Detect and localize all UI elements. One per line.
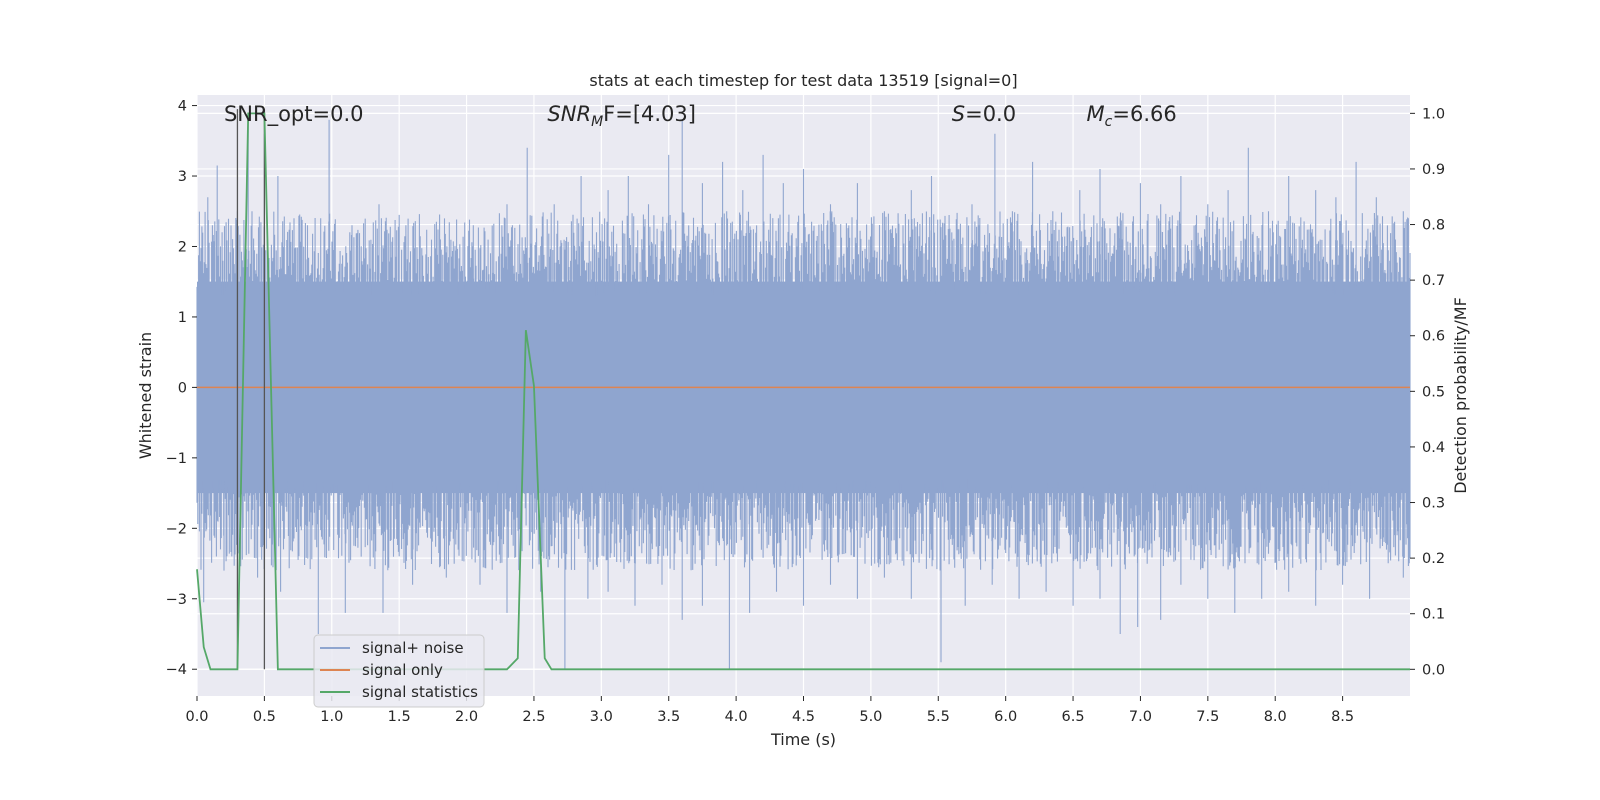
x-tick-label: 7.0 [1129,709,1152,725]
y2-tick-label: 0.8 [1422,218,1445,234]
x-tick-label: 4.0 [725,709,748,725]
y-tick-label: 1 [178,310,187,326]
y2-tick-label: 0.1 [1422,607,1445,623]
x-tick-label: 0.0 [185,709,208,725]
annotation-text: SNRMF=[4.03] [547,102,696,130]
y2-tick-label: 0.4 [1422,440,1445,456]
y2-axis-label: Detection probability/MF [1451,297,1470,494]
annotation-text: Mc=6.66 [1087,102,1177,130]
legend-label: signal+ noise [362,639,464,657]
x-tick-label: 3.0 [590,709,613,725]
x-tick-label: 5.0 [859,709,882,725]
x-tick-label: 1.5 [388,709,411,725]
y-tick-label: −2 [166,521,187,537]
legend-box [313,634,485,708]
x-tick-label: 6.5 [1062,709,1085,725]
legend-label: signal only [362,661,443,679]
x-tick-label: 8.5 [1331,709,1354,725]
x-tick-label: 3.5 [657,709,680,725]
y-tick-label: −1 [166,451,187,467]
y2-tick-label: 0.2 [1422,551,1445,567]
axes: 0.0 0.5 1.0 1.5 2.0 2.5 3.0 3.5 4.0 4.5 5.0 5.5 6.0 6… [166,99,1445,725]
y2-tick-label: 0.7 [1422,273,1445,289]
x-axis-label: Time (s) [770,730,836,749]
x-tick-label: 2.0 [455,709,478,725]
chart-title: stats at each timestep for test data 135… [589,71,1017,90]
x-tick-label: 7.5 [1196,709,1219,725]
y2-tick-label: 0.6 [1422,329,1445,345]
signal-statistics-line [196,112,1410,671]
annotation-text: S=0.0 [952,102,1016,126]
y-tick-label: 3 [178,169,187,185]
annotation-text: SNR_opt=0.0 [224,102,364,127]
y-tick-label: −3 [166,592,187,608]
y2-tick-label: 1.0 [1422,106,1445,122]
annotations: SNR_opt=0.0 SNRMF=[4.03] S=0.0 Mc=6.66 [224,102,1177,130]
y2-tick-label: 0.5 [1422,384,1445,400]
x-tick-label: 8.0 [1264,709,1287,725]
y2-tick-label: 0.3 [1422,496,1445,512]
legend-label: signal statistics [362,683,478,701]
x-tick-label: 6.0 [994,709,1017,725]
y-tick-label: 2 [178,239,187,255]
y-tick-label: 4 [178,99,187,115]
y-tick-label: 0 [178,380,187,396]
y-tick-label: −4 [166,662,187,678]
x-tick-label: 4.5 [792,709,815,725]
x-tick-label: 2.5 [522,709,545,725]
x-tick-label: 5.5 [927,709,950,725]
x-tick-label: 0.5 [253,709,276,725]
x-tick-label: 1.0 [320,709,343,725]
y-axis-label: Whitened strain [136,332,155,459]
series-lines [196,109,1410,671]
legend: signal+ noise signal only signal statistic… [313,634,485,708]
y2-tick-label: 0.0 [1422,662,1445,678]
y2-tick-label: 0.9 [1422,162,1445,178]
